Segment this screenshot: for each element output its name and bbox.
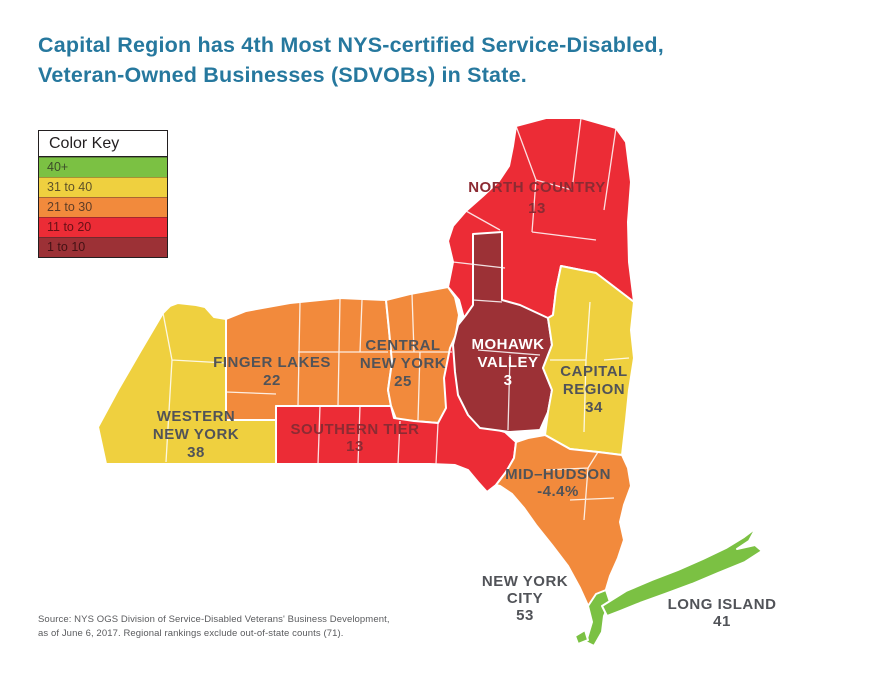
label-new-york-city-name-2: CITY xyxy=(506,590,544,607)
label-western-new-york-name-2: NEW YORK xyxy=(152,426,240,443)
source-line-2: as of June 6, 2017. Regional rankings ex… xyxy=(38,627,344,639)
label-central-new-york: CENTRAL NEW YORK 25 xyxy=(360,337,446,391)
label-southern-tier: SOUTHERN TIER 13 xyxy=(290,421,419,455)
label-north-country-value: 13 xyxy=(528,200,546,217)
label-central-new-york-name-1: CENTRAL xyxy=(365,337,441,354)
label-finger-lakes-name: FINGER LAKES xyxy=(213,354,331,371)
label-western-new-york-value: 38 xyxy=(187,444,205,461)
source-note: Source: NYS OGS Division of Service-Disa… xyxy=(38,613,390,640)
legend-row-40-plus: 40+ xyxy=(39,157,167,177)
source-line-1: Source: NYS OGS Division of Service-Disa… xyxy=(38,614,390,625)
label-mohawk-valley-name-2: VALLEY xyxy=(477,354,539,371)
label-central-new-york-name-2: NEW YORK xyxy=(359,355,447,372)
label-north-country: NORTH COUNTRY 13 xyxy=(468,177,606,219)
label-western-new-york: WESTERN NEW YORK 38 xyxy=(153,408,239,462)
label-capital-region-name-1: CAPITAL xyxy=(560,363,628,380)
page-title: Capital Region has 4th Most NYS-certifie… xyxy=(38,30,818,90)
label-mid-hudson-name: MID–HUDSON xyxy=(505,466,611,483)
legend-row-21-to-30: 21 to 30 xyxy=(39,197,167,217)
label-mohawk-valley: MOHAWK VALLEY 3 xyxy=(472,336,545,390)
label-western-new-york-name-1: WESTERN xyxy=(156,408,236,425)
region-long-island xyxy=(601,527,763,617)
legend-header: Color Key xyxy=(39,131,167,157)
label-new-york-city-name-1: NEW YORK xyxy=(481,573,569,590)
label-new-york-city-value: 53 xyxy=(516,607,534,624)
label-mid-hudson: MID–HUDSON -4.4% xyxy=(505,466,611,500)
label-central-new-york-value: 25 xyxy=(394,373,412,390)
legend-row-31-to-40: 31 to 40 xyxy=(39,177,167,197)
color-key-legend: Color Key 40+ 31 to 40 21 to 30 11 to 20… xyxy=(38,130,168,258)
label-southern-tier-name: SOUTHERN TIER xyxy=(290,421,420,438)
label-mohawk-valley-name-1: MOHAWK xyxy=(471,336,545,353)
label-southern-tier-value: 13 xyxy=(346,438,364,455)
label-mid-hudson-value: -4.4% xyxy=(537,483,579,500)
label-capital-region-name-2: REGION xyxy=(562,381,626,398)
label-finger-lakes: FINGER LAKES 22 xyxy=(213,354,331,390)
region-mohawk-valley xyxy=(452,231,553,433)
label-long-island: LONG ISLAND 41 xyxy=(668,596,777,630)
label-long-island-name: LONG ISLAND xyxy=(667,596,777,613)
label-north-country-name: NORTH COUNTRY xyxy=(468,179,606,196)
title-line-1: Capital Region has 4th Most NYS-certifie… xyxy=(38,33,664,57)
label-finger-lakes-value: 22 xyxy=(263,372,281,389)
title-line-2: Veteran-Owned Businesses (SDVOBs) in Sta… xyxy=(38,63,527,87)
region-new-york-city-island xyxy=(574,629,589,645)
label-long-island-value: 41 xyxy=(713,613,731,630)
label-capital-region: CAPITAL REGION 34 xyxy=(560,363,627,417)
label-capital-region-value: 34 xyxy=(585,399,603,416)
label-new-york-city: NEW YORK CITY 53 xyxy=(482,573,568,624)
legend-row-11-to-20: 11 to 20 xyxy=(39,217,167,237)
legend-row-1-to-10: 1 to 10 xyxy=(39,237,167,257)
county-borders xyxy=(162,117,630,521)
label-mohawk-valley-value: 3 xyxy=(503,372,513,389)
